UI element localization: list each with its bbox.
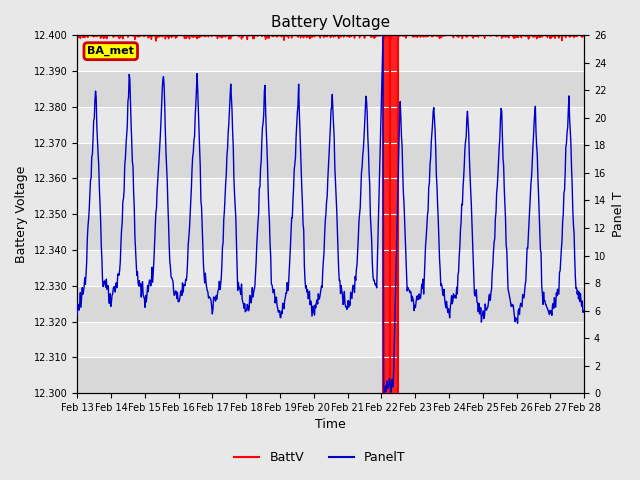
Y-axis label: Panel T: Panel T xyxy=(612,192,625,237)
Bar xyxy=(77,286,584,322)
Title: Battery Voltage: Battery Voltage xyxy=(271,15,390,30)
Bar xyxy=(77,357,584,393)
Bar xyxy=(77,214,584,250)
Bar xyxy=(383,36,398,393)
Y-axis label: Battery Voltage: Battery Voltage xyxy=(15,166,28,263)
Bar xyxy=(77,71,584,107)
Bar xyxy=(77,143,584,179)
X-axis label: Time: Time xyxy=(316,419,346,432)
Text: BA_met: BA_met xyxy=(87,46,134,56)
Legend: BattV, PanelT: BattV, PanelT xyxy=(229,446,411,469)
